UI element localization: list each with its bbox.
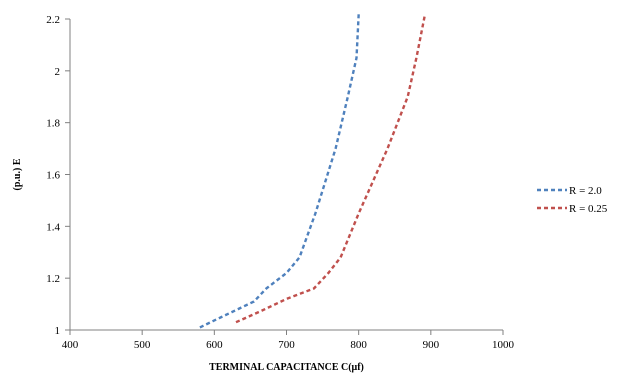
x-ticks: 400 500 600 700 800 900 1000: [62, 330, 515, 351]
x-axis-title: TERMINAL CAPACITANCE C(μf): [209, 362, 364, 373]
y-tick-label: 1.2: [46, 273, 60, 285]
legend: R = 2.0 R = 0.25: [537, 185, 608, 215]
series-line-1: [199, 13, 360, 329]
y-tick-label: 2: [55, 66, 61, 78]
y-tick-label: 2.2: [46, 14, 60, 26]
axes: [69, 19, 503, 331]
x-tick-label: 500: [134, 339, 151, 351]
legend-label-2: R = 0.25: [569, 203, 608, 215]
series-layer: [199, 13, 427, 329]
series-line-2: [235, 13, 427, 324]
x-tick-label: 600: [206, 339, 223, 351]
x-tick-label: 400: [62, 339, 79, 351]
x-tick-label: 1000: [492, 339, 515, 351]
y-tick-label: 1.8: [46, 118, 60, 130]
y-tick-label: 1: [55, 325, 61, 337]
x-tick-label: 900: [423, 339, 440, 351]
x-tick-label: 800: [350, 339, 367, 351]
legend-label-1: R = 2.0: [569, 185, 602, 197]
y-ticks: 1 1.2 1.4 1.6 1.8 2 2.2: [46, 14, 70, 337]
y-axis-title: (p.u.) E: [12, 158, 23, 190]
y-tick-label: 1.6: [46, 170, 60, 182]
y-tick-label: 1.4: [46, 221, 60, 233]
x-tick-label: 700: [278, 339, 295, 351]
